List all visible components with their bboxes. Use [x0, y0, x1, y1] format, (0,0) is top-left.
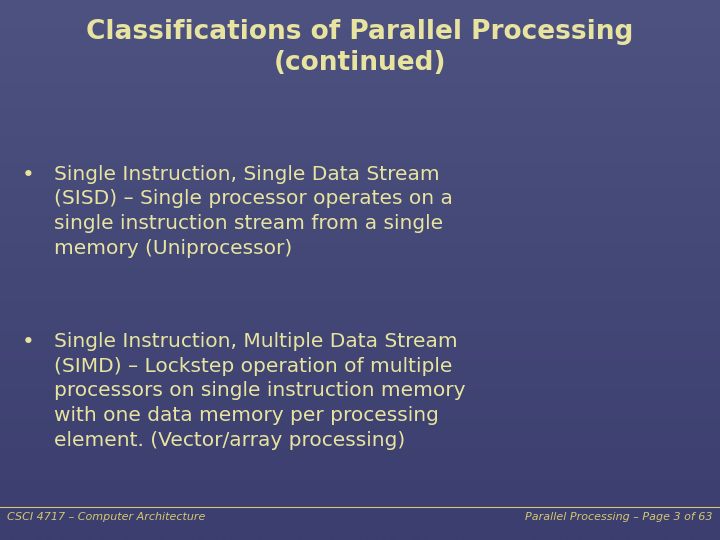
Text: Single Instruction, Multiple Data Stream
(SIMD) – Lockstep operation of multiple: Single Instruction, Multiple Data Stream…	[54, 332, 466, 450]
Text: Single Instruction, Single Data Stream
(SISD) – Single processor operates on a
s: Single Instruction, Single Data Stream (…	[54, 165, 453, 258]
Text: Parallel Processing – Page 3 of 63: Parallel Processing – Page 3 of 63	[526, 512, 713, 522]
Text: •: •	[22, 165, 35, 185]
Text: CSCI 4717 – Computer Architecture: CSCI 4717 – Computer Architecture	[7, 512, 206, 522]
Text: Classifications of Parallel Processing
(continued): Classifications of Parallel Processing (…	[86, 19, 634, 76]
Text: •: •	[22, 332, 35, 352]
